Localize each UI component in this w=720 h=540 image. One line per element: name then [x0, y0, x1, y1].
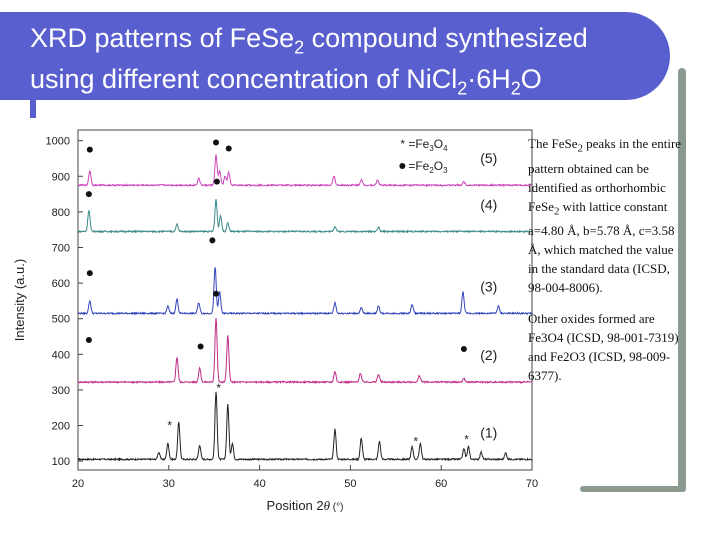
- side-paragraph-2: Other oxides formed are Fe3O4 (ICSD, 98-…: [528, 311, 679, 384]
- title-text-part: O: [520, 64, 542, 95]
- y-tick-label: 300: [52, 385, 70, 397]
- legend-marker-circle: [399, 163, 406, 169]
- fe2o3-marker: [197, 343, 204, 350]
- y-tick-label: 900: [52, 171, 70, 183]
- x-tick-label: 60: [435, 478, 447, 490]
- series-line-4: [77, 199, 533, 234]
- side-text-part: peaks in the entire pattern obtained can…: [528, 136, 682, 214]
- plot-frame: [77, 129, 533, 471]
- title-line-2: using different concentration of NiCl2·6…: [30, 63, 650, 104]
- fe2o3-marker: [225, 145, 232, 152]
- title-subscript: 2: [457, 78, 468, 99]
- title-line-1: XRD patterns of FeSe2 compound synthesiz…: [30, 22, 650, 63]
- fe2o3-marker: [86, 270, 93, 277]
- xrd-chart: 20 30 40 50 60 70 100 200 300 400 500 600 700 800 900 1…: [12, 129, 538, 513]
- frame-vertical-line: [678, 68, 686, 492]
- fe2o3-marker: [213, 139, 220, 146]
- series-label-4: (4): [480, 196, 497, 212]
- x-tick-label: 20: [72, 478, 84, 490]
- bullet-marker: [30, 98, 36, 118]
- title-band: [0, 12, 670, 100]
- x-axis-label: Position 2θ (°): [267, 498, 344, 513]
- slide-title: XRD patterns of FeSe2 compound synthesiz…: [30, 22, 650, 105]
- side-subscript: 2: [577, 142, 583, 155]
- series-label-3: (3): [480, 278, 497, 294]
- fe2o3-marker: [85, 337, 92, 344]
- x-tick-label: 30: [163, 478, 175, 490]
- y-tick-label: 1000: [46, 136, 70, 148]
- title-text-part: ·6H: [467, 64, 511, 95]
- fe3o4-marker: *: [216, 381, 221, 395]
- legend-label: =Fe2O3: [408, 159, 448, 175]
- series-line-5: [77, 154, 532, 188]
- y-tick-label: 100: [52, 456, 70, 468]
- x-tick-label: 70: [526, 478, 538, 490]
- frame-bottom-line: [580, 486, 686, 492]
- y-tick-label: 700: [52, 242, 70, 254]
- y-tick-label: 600: [52, 278, 70, 290]
- series-line-3: [77, 267, 533, 316]
- x-tick-label: 40: [253, 478, 265, 490]
- fe2o3-marker: [213, 178, 220, 185]
- series-line-1: [77, 391, 533, 462]
- legend-marker-star: *: [400, 137, 405, 151]
- series-label-2: (2): [480, 347, 497, 363]
- fe2o3-marker: [460, 345, 467, 352]
- y-tick-label: 400: [52, 349, 70, 361]
- fe3o4-marker: *: [413, 435, 418, 449]
- title-subscript: 2: [294, 37, 305, 58]
- y-tick-label: 200: [52, 420, 70, 432]
- legend-label: =Fe3O4: [408, 137, 448, 153]
- fe2o3-marker: [209, 237, 216, 244]
- title-text-part: XRD patterns of FeSe: [30, 23, 295, 53]
- y-tick-label: 500: [52, 314, 70, 326]
- fe3o4-marker: *: [464, 433, 469, 447]
- fe3o4-marker: *: [167, 418, 172, 432]
- side-text-part: The FeSe: [528, 136, 578, 151]
- x-tick-label: 50: [344, 478, 356, 490]
- side-text-part: with lattice constant a=4.80 Å, b=5.78 Å…: [528, 198, 675, 296]
- fe2o3-marker: [86, 146, 93, 153]
- series-label-5: (5): [480, 150, 497, 166]
- fe2o3-marker: [213, 290, 220, 297]
- title-text-part: using different concentration of NiCl: [30, 64, 458, 95]
- y-axis-label: Intensity (a.u.): [12, 259, 27, 341]
- side-subscript: 2: [554, 205, 560, 218]
- side-paragraph-1: The FeSe2 peaks in the entire pattern ob…: [528, 134, 684, 297]
- y-tick-label: 800: [52, 207, 70, 219]
- title-text-part: compound synthesized: [304, 23, 588, 53]
- fe2o3-marker: [85, 191, 92, 198]
- series-line-2: [77, 317, 533, 385]
- series-label-1: (1): [480, 424, 497, 440]
- side-text: The FeSe2 peaks in the entire pattern ob…: [528, 134, 684, 397]
- title-subscript: 2: [510, 78, 521, 99]
